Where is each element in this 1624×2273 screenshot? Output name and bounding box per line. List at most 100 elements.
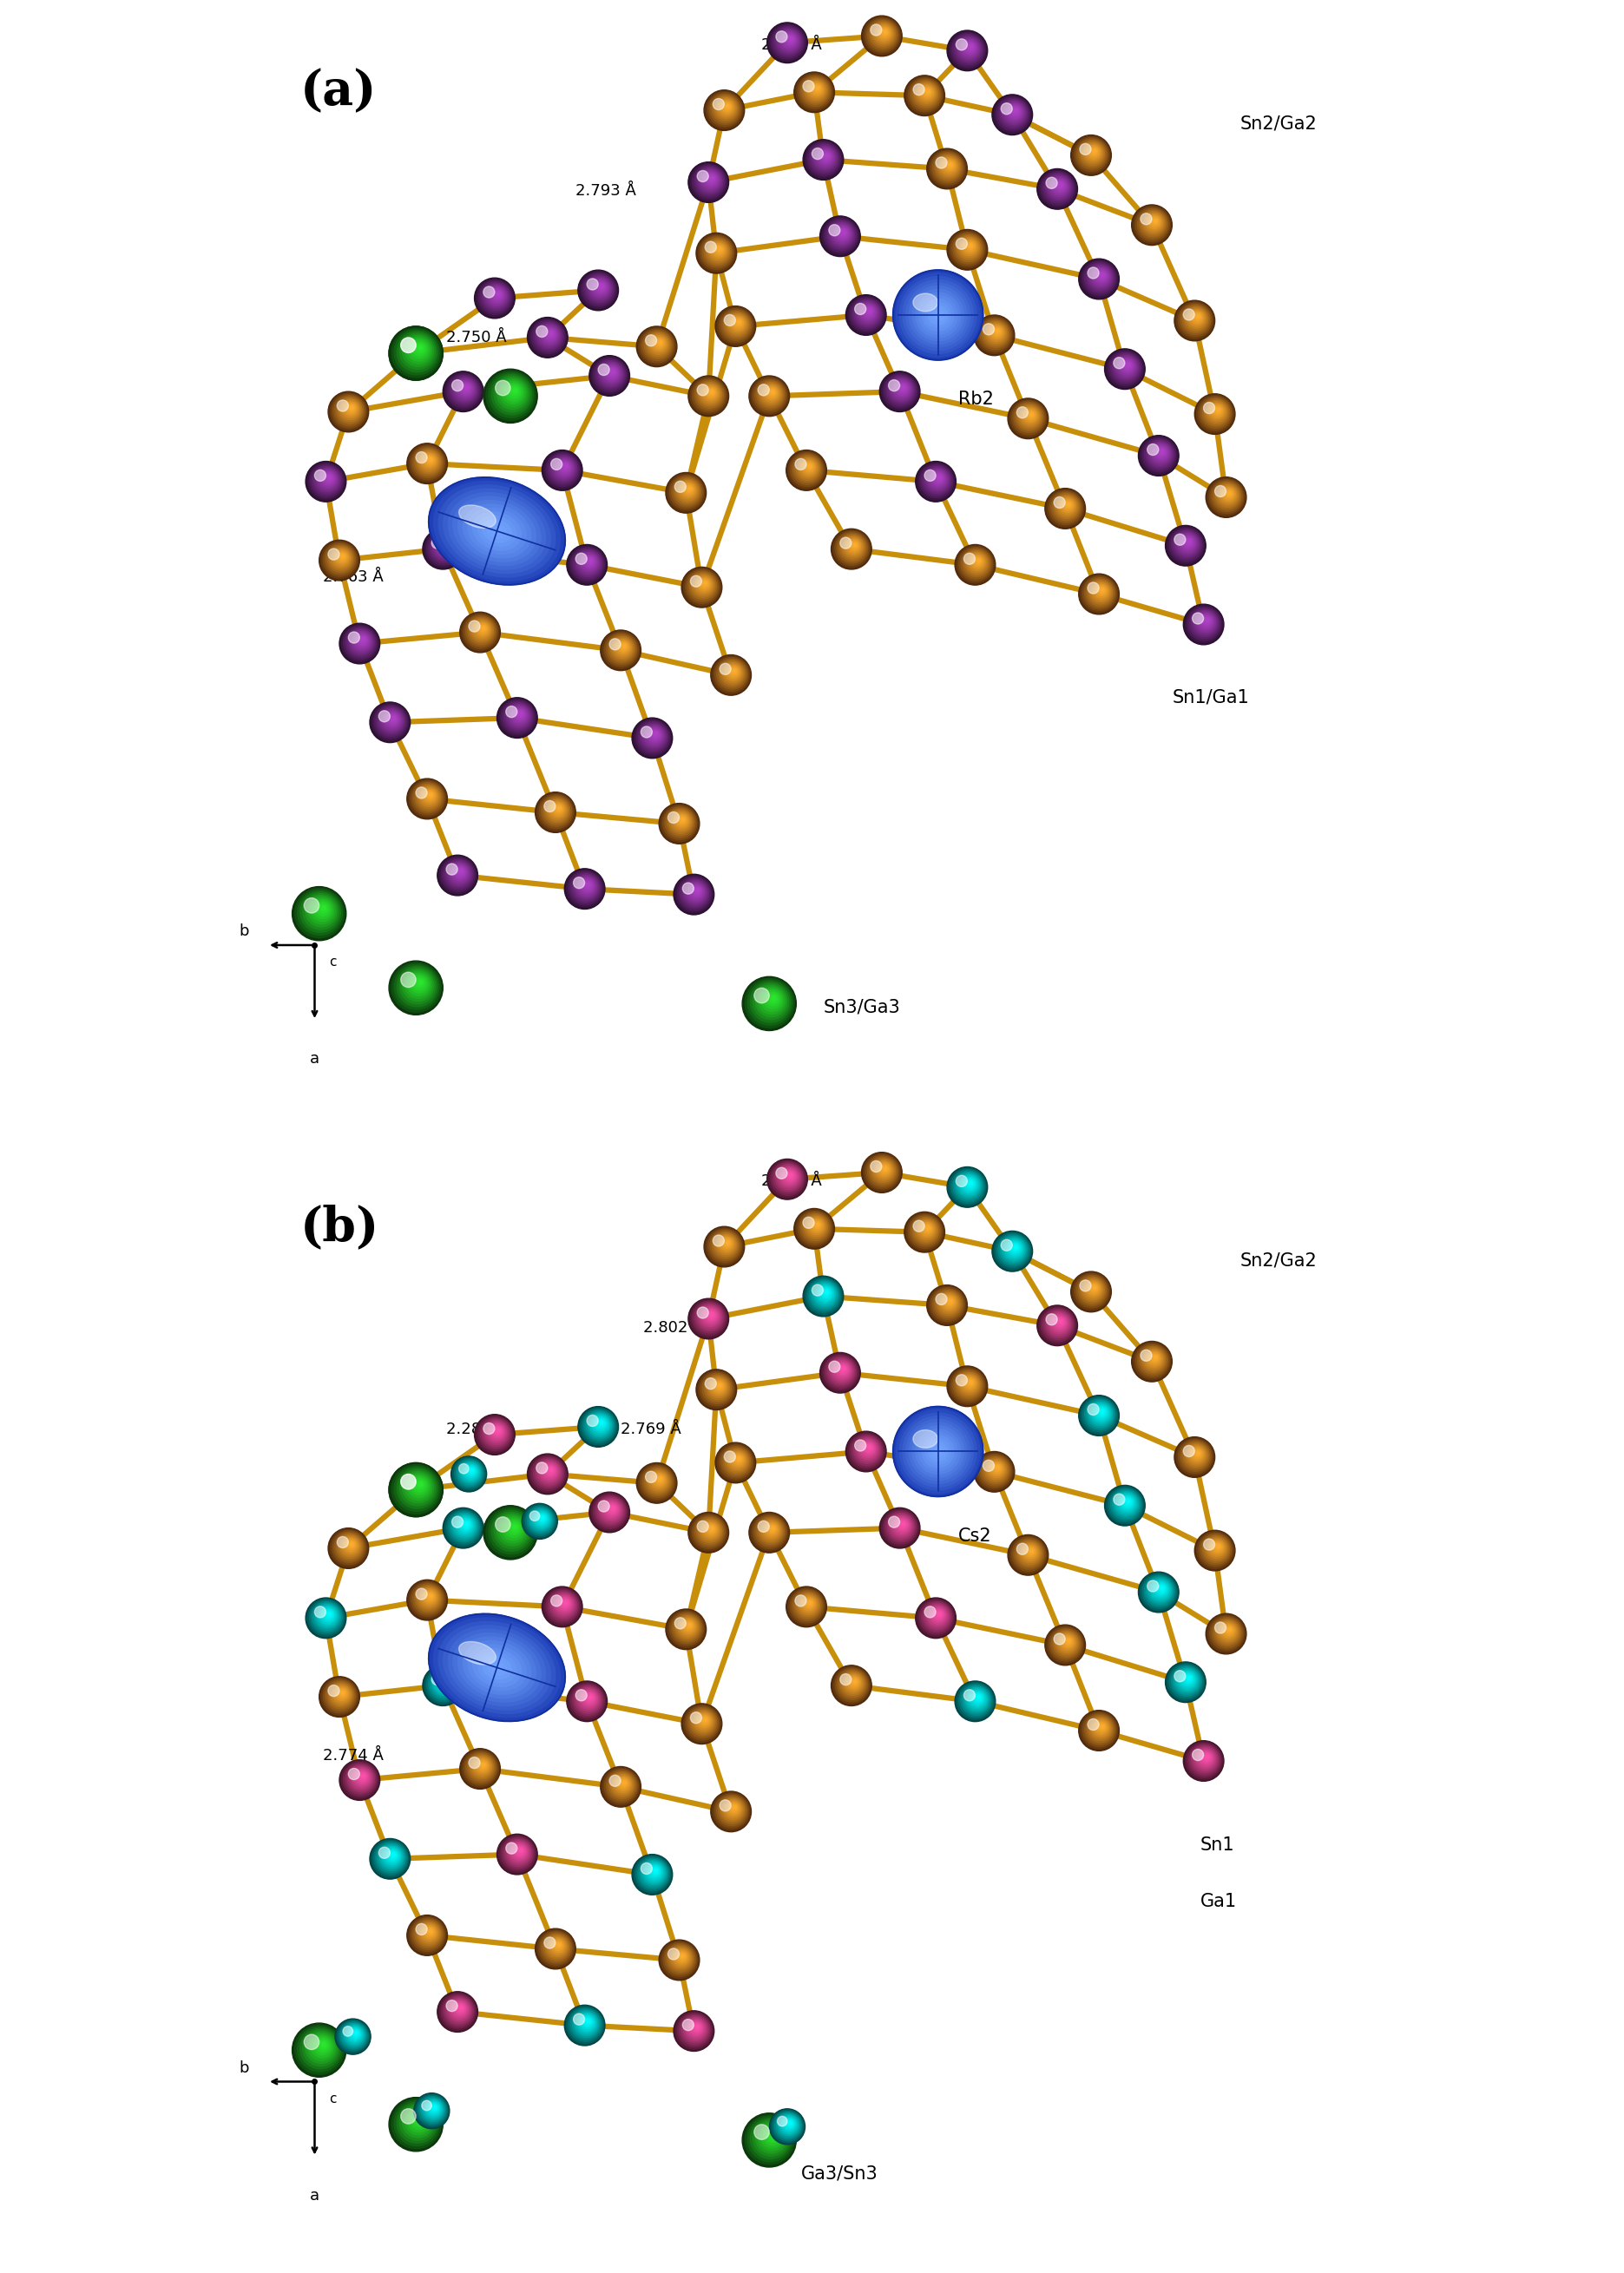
Circle shape xyxy=(864,1443,874,1452)
Circle shape xyxy=(1195,1748,1215,1768)
Circle shape xyxy=(1109,352,1142,384)
Circle shape xyxy=(676,1616,700,1639)
Circle shape xyxy=(372,702,409,741)
Circle shape xyxy=(568,2007,603,2041)
Circle shape xyxy=(339,1689,346,1696)
Circle shape xyxy=(339,400,361,421)
Circle shape xyxy=(866,307,872,314)
Circle shape xyxy=(555,1596,573,1612)
Circle shape xyxy=(416,1589,427,1600)
Circle shape xyxy=(1138,1573,1179,1612)
Circle shape xyxy=(835,1668,869,1702)
Circle shape xyxy=(507,1841,531,1864)
Circle shape xyxy=(849,298,883,332)
Circle shape xyxy=(588,277,612,300)
Circle shape xyxy=(710,391,713,393)
Circle shape xyxy=(322,1609,335,1623)
Circle shape xyxy=(513,389,516,393)
Circle shape xyxy=(693,1516,724,1546)
Circle shape xyxy=(965,43,974,52)
Circle shape xyxy=(1166,1662,1207,1702)
Circle shape xyxy=(913,1216,939,1243)
Circle shape xyxy=(429,532,460,564)
Circle shape xyxy=(1028,411,1034,418)
Circle shape xyxy=(333,393,365,427)
Circle shape xyxy=(794,1591,822,1618)
Circle shape xyxy=(328,1684,339,1696)
Circle shape xyxy=(601,1766,641,1807)
Circle shape xyxy=(838,227,848,239)
Circle shape xyxy=(1017,1543,1028,1555)
Circle shape xyxy=(447,2000,458,2012)
Circle shape xyxy=(939,157,960,177)
Circle shape xyxy=(507,705,531,727)
Circle shape xyxy=(499,1516,526,1543)
Circle shape xyxy=(702,384,719,402)
Ellipse shape xyxy=(453,496,541,566)
Circle shape xyxy=(1127,1500,1130,1502)
Circle shape xyxy=(966,1180,974,1187)
Circle shape xyxy=(921,466,952,496)
Circle shape xyxy=(505,1843,516,1855)
Ellipse shape xyxy=(487,523,507,539)
Circle shape xyxy=(693,2023,700,2030)
Circle shape xyxy=(856,302,879,325)
Circle shape xyxy=(590,1491,630,1532)
Circle shape xyxy=(443,859,474,889)
Circle shape xyxy=(1023,1546,1038,1559)
Circle shape xyxy=(1000,1239,1012,1250)
Circle shape xyxy=(455,1459,484,1489)
Circle shape xyxy=(755,380,786,409)
Circle shape xyxy=(716,1234,736,1255)
Circle shape xyxy=(750,982,791,1023)
Circle shape xyxy=(887,377,914,405)
Circle shape xyxy=(809,1600,812,1605)
Circle shape xyxy=(703,582,706,584)
Circle shape xyxy=(840,1366,846,1373)
Circle shape xyxy=(804,1598,814,1609)
Circle shape xyxy=(425,791,435,800)
Circle shape xyxy=(650,1473,667,1489)
Circle shape xyxy=(560,461,570,473)
Circle shape xyxy=(378,1843,404,1871)
Circle shape xyxy=(728,1450,747,1471)
Circle shape xyxy=(674,875,715,914)
Circle shape xyxy=(322,473,335,486)
Circle shape xyxy=(1147,1580,1158,1591)
Circle shape xyxy=(1098,586,1106,593)
Circle shape xyxy=(706,1227,744,1266)
Circle shape xyxy=(1044,489,1085,530)
Circle shape xyxy=(330,546,352,571)
Circle shape xyxy=(892,380,911,400)
Circle shape xyxy=(1111,352,1142,384)
Circle shape xyxy=(1117,1493,1137,1514)
Circle shape xyxy=(1057,182,1064,189)
Circle shape xyxy=(687,1707,718,1739)
Circle shape xyxy=(1083,261,1116,295)
Circle shape xyxy=(906,77,944,114)
Circle shape xyxy=(1226,491,1233,498)
Circle shape xyxy=(705,173,718,186)
Circle shape xyxy=(966,552,987,573)
Circle shape xyxy=(1096,270,1106,282)
Circle shape xyxy=(692,573,715,598)
Circle shape xyxy=(622,1782,625,1784)
Circle shape xyxy=(323,543,357,577)
Circle shape xyxy=(1179,534,1197,552)
Circle shape xyxy=(854,1439,866,1450)
Circle shape xyxy=(359,1773,365,1780)
Circle shape xyxy=(996,1234,1030,1268)
Circle shape xyxy=(693,1302,724,1332)
Circle shape xyxy=(1088,1402,1112,1425)
Circle shape xyxy=(575,1687,601,1714)
Circle shape xyxy=(544,1589,581,1625)
Circle shape xyxy=(1202,616,1212,625)
Circle shape xyxy=(1080,259,1117,298)
Circle shape xyxy=(804,1216,828,1239)
Circle shape xyxy=(1009,1241,1021,1255)
Circle shape xyxy=(447,1998,471,2021)
Circle shape xyxy=(948,164,952,166)
Circle shape xyxy=(1062,500,1073,509)
Circle shape xyxy=(937,1612,940,1616)
Circle shape xyxy=(676,875,713,914)
